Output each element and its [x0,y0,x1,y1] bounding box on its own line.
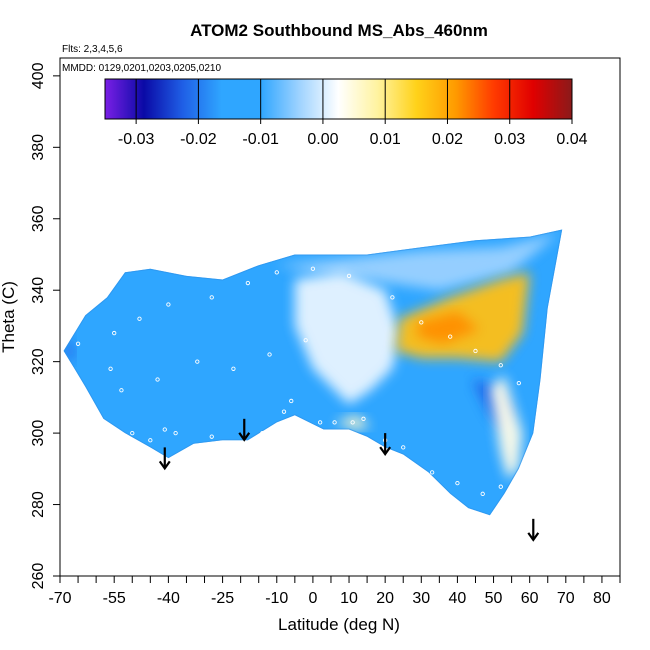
sample-point [390,295,395,300]
y-tick-label: 340 [30,277,47,304]
colorbar-tick-label: 0.02 [432,131,463,148]
sample-point [473,348,478,354]
sample-point [401,445,406,450]
colorbar-tick-label: 0.03 [494,131,525,148]
colorbar-tick-label: 0.01 [370,131,401,148]
sample-point [119,388,124,393]
sample-point [350,420,355,425]
sample-point [303,338,308,343]
colorbar-tick-label: -0.03 [118,131,155,148]
sample-point [137,316,142,321]
x-tick-label: 0 [308,590,317,607]
x-tick-label: -25 [211,590,234,607]
arrow-head [238,432,251,442]
sample-point [310,266,316,271]
y-axis-label: Theta (C) [0,281,18,353]
x-tick-label: 60 [521,590,539,607]
sample-point [498,484,503,489]
x-tick-label: 10 [340,590,358,607]
sample-point [112,330,117,336]
sample-point [260,430,265,436]
plot-frame [59,57,621,577]
heatmap-region-edge-strip [489,375,523,480]
sample-point [130,430,135,436]
colorbar-tick-label: 0.00 [307,131,338,148]
y-tick-label: 260 [30,563,47,590]
sample-point [317,420,323,425]
y-axis: 260 280 300 320 340 360 380 400 [30,62,60,589]
y-tick-label: 400 [30,62,47,89]
heatmap-region-light-ridge [294,272,400,405]
x-tick-label: 30 [412,590,430,607]
x-tick-label: 40 [449,590,467,607]
x-axis-label: Latitude (deg N) [278,615,400,634]
x-tick-label: 80 [593,590,611,607]
colorbar-ticks: -0.03 -0.02 -0.01 0.00 0.01 0.02 0.03 0.04 [118,79,588,148]
sample-point [231,366,236,371]
x-tick-label: 20 [376,590,394,607]
x-tick-label: 50 [485,590,503,607]
x-axis: -70 -55 -40 -25 -10 0 10 20 30 40 50 60 70 80 [48,576,621,607]
sample-point [448,334,453,339]
sample-point [346,273,352,279]
sample-point [195,359,200,364]
y-tick-label: 360 [30,205,47,232]
sample-point [429,470,435,475]
sample-point [209,434,214,439]
arrow-head [527,532,540,542]
x-tick-label: -40 [157,590,180,607]
y-tick-label: 380 [30,134,47,161]
y-tick-label: 280 [30,491,47,518]
sample-point [108,366,113,371]
colorbar-tick-label: 0.04 [556,131,587,148]
sample-point [455,480,460,486]
sample-point [162,427,167,432]
colorbar: -0.03 -0.02 -0.01 0.00 0.01 0.02 0.03 0.04 [104,78,588,148]
flights-label: Flts: 2,3,4,5,6 [62,44,123,55]
sample-point [227,445,232,450]
heatmap-region-left-edge [63,336,75,362]
arrow-head [379,446,392,456]
sample-point [281,409,287,414]
colorbar-tick-label: -0.01 [242,131,279,148]
sample-point [209,295,214,300]
sample-point [155,377,160,382]
colorbar-tick-label: -0.02 [180,131,217,148]
y-tick-label: 300 [30,420,47,447]
sample-point [332,420,337,425]
x-tick-label: -10 [265,590,288,607]
sample-point [274,270,279,275]
arrow-head [158,460,171,471]
sample-point [75,341,81,346]
heatmap-region-bright-patch [334,415,371,430]
sample-point [361,416,366,421]
sample-point [523,470,529,475]
sample-point [419,320,424,325]
dates-label: MMDD: 0129,0201,0203,0205,0210 [62,63,221,74]
sample-point [289,398,294,404]
x-tick-label: -55 [103,590,126,607]
sample-point [267,352,272,357]
sample-point [166,302,171,307]
y-tick-label: 320 [30,348,47,375]
sample-point [173,430,178,436]
x-tick-label: 70 [557,590,575,607]
chart-title: ATOM2 Southbound MS_Abs_460nm [190,21,488,40]
sample-point [534,423,540,429]
sample-point [516,380,521,386]
latitude-arrows [158,418,540,542]
colorbar-swatch [104,78,573,120]
sample-points-layer [75,266,540,496]
sample-point [498,363,503,368]
x-tick-label: -70 [48,590,71,607]
sample-point [148,438,153,443]
sample-point [245,280,251,286]
sample-point [480,491,485,496]
heatmap-region-orange-core [417,311,480,344]
